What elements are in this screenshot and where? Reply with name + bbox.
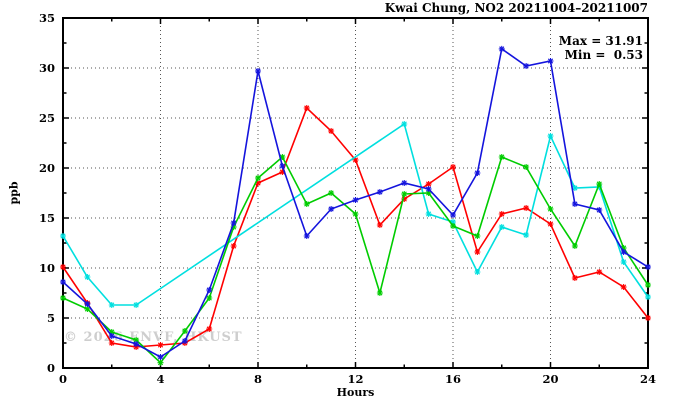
x-tick-label: 0 xyxy=(59,372,67,386)
y-tick-label: 30 xyxy=(39,61,55,75)
stats-box: Max = 31.91 Min = 0.53 xyxy=(559,34,643,62)
x-tick-label: 16 xyxy=(445,372,461,386)
series-green xyxy=(60,154,651,366)
series-blue xyxy=(60,45,651,360)
stats-min: Min = 0.53 xyxy=(564,48,643,62)
tick-labels: 0 5 10 15 20 25 30 35 0 4 8 12 16 20 24 xyxy=(39,11,656,386)
chart-title: Kwai Chung, NO2 20211004–20211007 xyxy=(384,1,648,15)
plot-border xyxy=(62,17,649,369)
y-tick-label: 10 xyxy=(39,261,55,275)
x-tick-label: 12 xyxy=(347,372,363,386)
series-blue-markers xyxy=(60,45,651,360)
series-cyan-markers xyxy=(60,121,651,308)
y-tick-label: 35 xyxy=(39,11,55,25)
y-tick-label: 25 xyxy=(39,111,55,125)
y-tick-label: 5 xyxy=(47,311,55,325)
x-tick-label: 8 xyxy=(254,372,262,386)
x-tick-label: 20 xyxy=(542,372,558,386)
watermark: © 2026 ENVF, HKUST xyxy=(64,330,243,345)
y-tick-label: 15 xyxy=(39,211,55,225)
series-red xyxy=(60,105,651,350)
y-tick-label: 20 xyxy=(39,161,55,175)
series-red-markers xyxy=(60,105,651,350)
x-tick-label: 24 xyxy=(640,372,656,386)
gridlines xyxy=(63,18,648,368)
stats-max: Max = 31.91 xyxy=(558,34,643,48)
x-axis-label: Hours xyxy=(336,386,375,399)
y-tick-label: 0 xyxy=(47,361,55,375)
series-green-markers xyxy=(60,154,651,366)
series-cyan xyxy=(60,121,651,308)
x-tick-label: 4 xyxy=(156,372,164,386)
